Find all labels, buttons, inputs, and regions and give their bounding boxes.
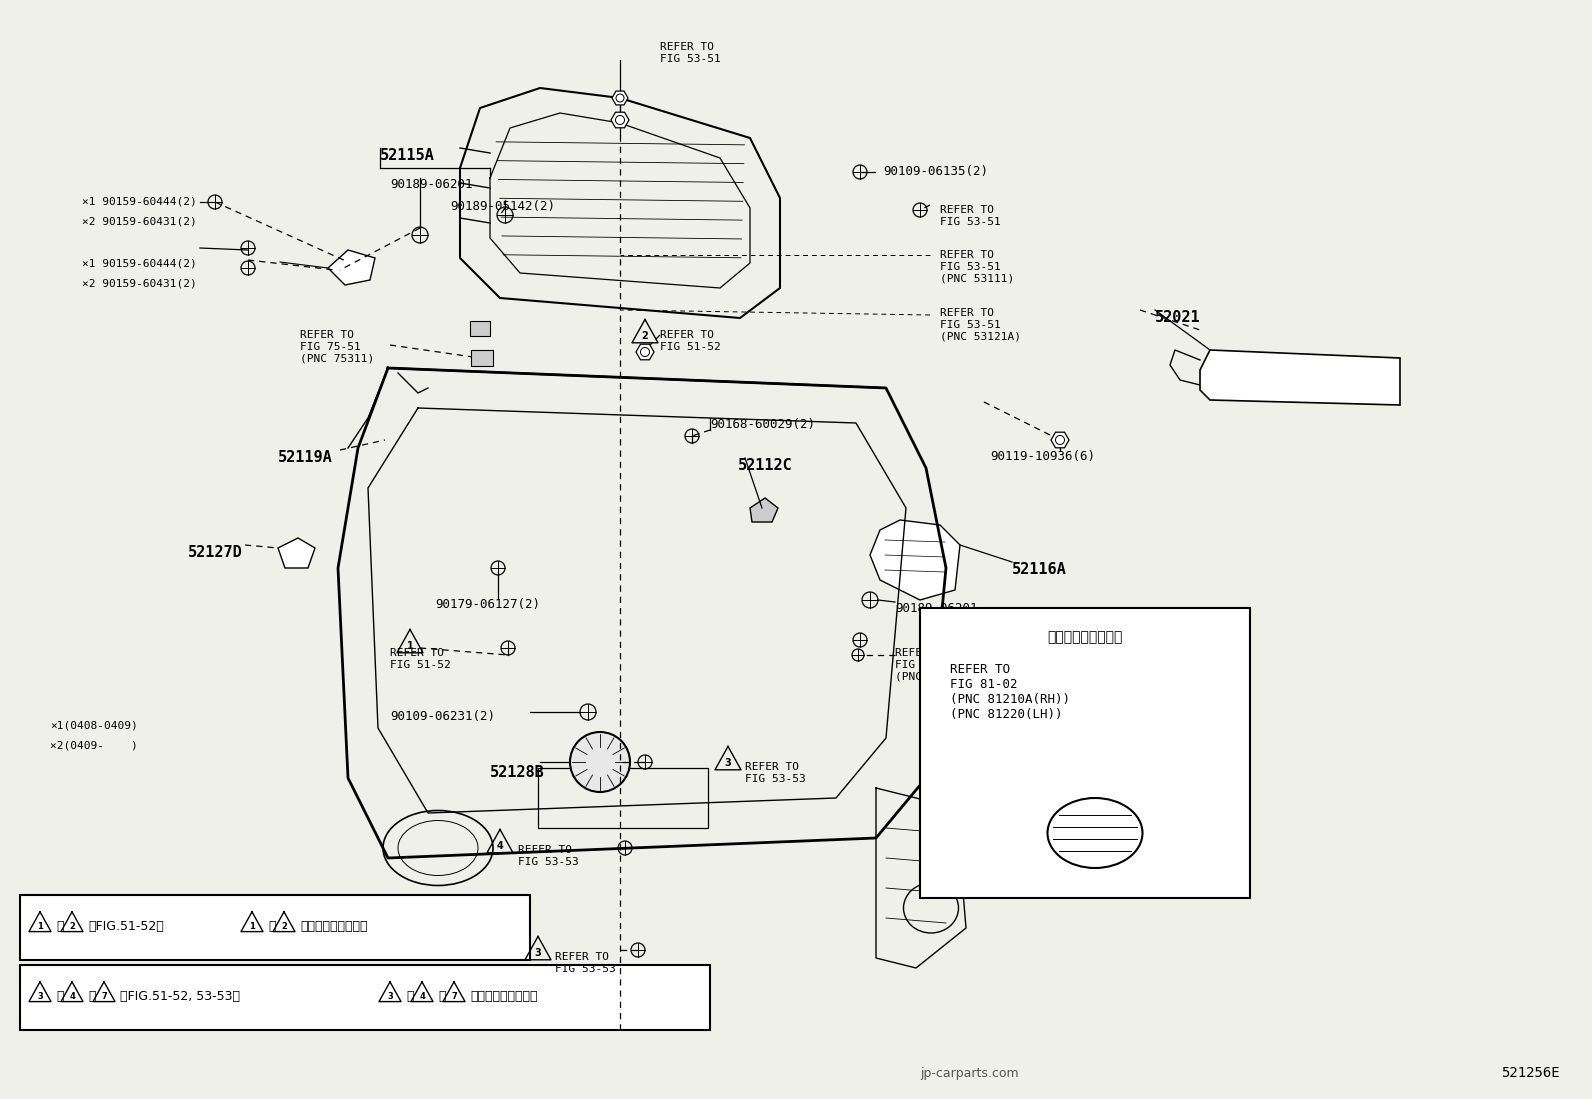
Bar <box>21 965 710 1030</box>
Circle shape <box>570 732 630 792</box>
Text: 52115A: 52115A <box>380 148 435 163</box>
Text: REFER TO
FIG 51-52: REFER TO FIG 51-52 <box>390 648 451 669</box>
Text: ×1 90159-60444(2): ×1 90159-60444(2) <box>83 258 197 268</box>
Bar <box>538 768 708 828</box>
Text: REFER TO
FIG 81-02
(PNC 81210A(RH))
(PNC 81220(LH)): REFER TO FIG 81-02 (PNC 81210A(RH)) (PNC… <box>950 663 1070 721</box>
Text: REFER TO
FIG 53-53: REFER TO FIG 53-53 <box>745 762 806 784</box>
Text: と対応しています。: と対応しています。 <box>470 990 538 1003</box>
Text: 521256E: 521256E <box>1501 1066 1560 1080</box>
Text: 2: 2 <box>282 922 287 931</box>
Polygon shape <box>1200 349 1399 406</box>
Bar <box>471 349 494 366</box>
Text: REFER TO
FIG 53-51
(PNC 53111): REFER TO FIG 53-51 (PNC 53111) <box>939 249 1014 284</box>
Text: ×1(0408-0409): ×1(0408-0409) <box>49 720 139 730</box>
Text: 90179-06127(2): 90179-06127(2) <box>435 598 540 611</box>
Bar <box>920 608 1250 898</box>
Text: 90168-60029(2): 90168-60029(2) <box>710 418 815 431</box>
Polygon shape <box>869 520 960 600</box>
Text: 52127D: 52127D <box>188 545 242 560</box>
Text: 90189-05142(2): 90189-05142(2) <box>451 200 556 213</box>
Text: 4: 4 <box>68 991 75 1000</box>
Text: 有（フォグランプ）: 有（フォグランプ） <box>1048 630 1122 644</box>
Text: 2: 2 <box>642 331 648 342</box>
Text: 7: 7 <box>102 991 107 1000</box>
Text: 3: 3 <box>387 991 393 1000</box>
Text: はFIG.51-52, 53-53の: はFIG.51-52, 53-53の <box>119 990 240 1003</box>
Text: 52021: 52021 <box>1156 310 1200 325</box>
Text: 2: 2 <box>68 922 75 931</box>
Text: 90109-06135(2): 90109-06135(2) <box>884 165 989 178</box>
Text: 3: 3 <box>724 758 731 768</box>
Text: REFER TO
FIG 53-53: REFER TO FIG 53-53 <box>556 952 616 974</box>
Text: 4: 4 <box>497 842 503 852</box>
Text: ×2(0409-    ): ×2(0409- ) <box>49 740 139 750</box>
Text: REFER TO
FIG 75-51
(PNC 75311): REFER TO FIG 75-51 (PNC 75311) <box>299 330 374 363</box>
Text: 90109-06231(2): 90109-06231(2) <box>390 710 495 723</box>
Text: 3: 3 <box>535 948 541 958</box>
Text: 1: 1 <box>248 922 255 931</box>
Text: 90189-06201: 90189-06201 <box>895 602 977 615</box>
Text: 52128B: 52128B <box>490 765 544 780</box>
Text: jp-carparts.com: jp-carparts.com <box>920 1067 1019 1080</box>
Text: 7: 7 <box>451 991 457 1000</box>
Polygon shape <box>635 344 654 359</box>
Text: REFER TO
FIG 51-52: REFER TO FIG 51-52 <box>661 330 721 352</box>
Text: 4: 4 <box>419 991 425 1000</box>
Text: 、: 、 <box>56 990 64 1003</box>
Text: ×2 90159-60431(2): ×2 90159-60431(2) <box>83 278 197 288</box>
Polygon shape <box>750 498 778 522</box>
Text: 、: 、 <box>406 990 414 1003</box>
Text: REFER TO
FIG 53-51: REFER TO FIG 53-51 <box>661 42 721 64</box>
Text: 、: 、 <box>56 921 64 933</box>
Text: 、: 、 <box>88 990 96 1003</box>
Text: 90119-10936(6): 90119-10936(6) <box>990 449 1095 463</box>
Polygon shape <box>611 91 627 104</box>
Text: ×1 90159-60444(2): ×1 90159-60444(2) <box>83 196 197 206</box>
Text: 3: 3 <box>37 991 43 1000</box>
Text: 52119A: 52119A <box>279 449 333 465</box>
Polygon shape <box>1051 432 1068 447</box>
Text: REFER TO
FIG 53-51
(PNC 53121A): REFER TO FIG 53-51 (PNC 53121A) <box>939 308 1020 341</box>
Text: 、: 、 <box>438 990 446 1003</box>
Polygon shape <box>328 249 376 285</box>
Text: と対応しています。: と対応しています。 <box>299 921 368 933</box>
Text: 、: 、 <box>267 921 275 933</box>
Text: 1: 1 <box>406 642 414 652</box>
Text: 90189-06201: 90189-06201 <box>390 178 473 191</box>
Polygon shape <box>611 112 629 127</box>
Text: ×2 90159-60431(2): ×2 90159-60431(2) <box>83 217 197 226</box>
Text: 52112C: 52112C <box>739 458 793 473</box>
Bar <box>470 321 490 335</box>
Text: REFER TO
FIG 53-53: REFER TO FIG 53-53 <box>517 845 579 867</box>
Text: 52116A: 52116A <box>1013 562 1067 577</box>
Text: 1: 1 <box>37 922 43 931</box>
Text: REFER TO
FIG 53-53
(PNC 53879A): REFER TO FIG 53-53 (PNC 53879A) <box>895 648 976 681</box>
Text: はFIG.51-52の: はFIG.51-52の <box>88 921 164 933</box>
Polygon shape <box>279 539 315 568</box>
Text: REFER TO
FIG 53-51: REFER TO FIG 53-51 <box>939 206 1001 226</box>
Bar <box>21 895 530 961</box>
